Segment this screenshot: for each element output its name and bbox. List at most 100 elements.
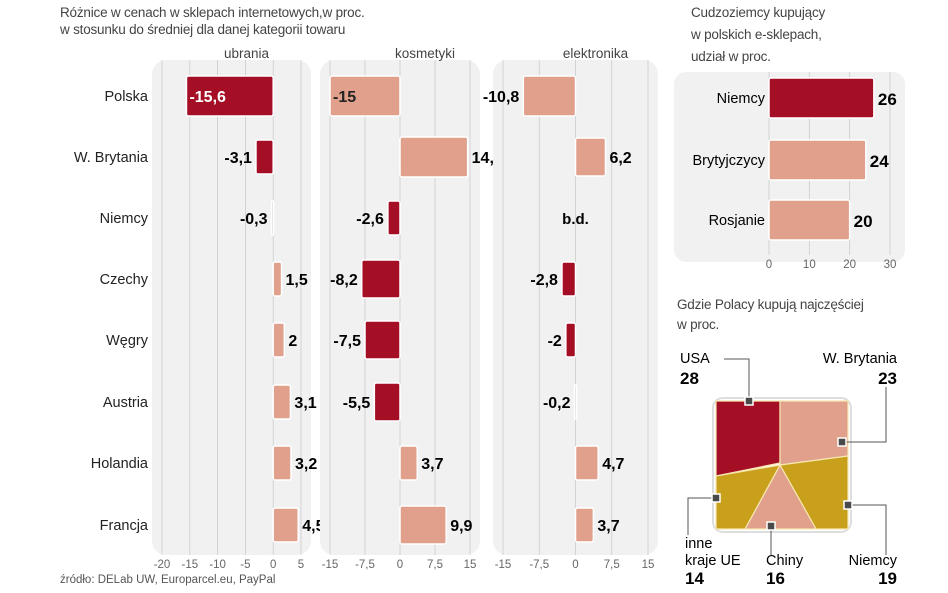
slice-label: Chiny — [766, 553, 804, 569]
slice-value: 19 — [878, 569, 897, 588]
slice-label-line: inne — [685, 536, 712, 552]
tick-label: 7,5 — [604, 559, 620, 571]
bar-elektronika-0 — [522, 75, 577, 117]
leader-marker — [843, 500, 853, 510]
slice-value: 16 — [766, 569, 785, 588]
tick-label: -15 — [495, 559, 512, 571]
foreigners-title-2: w polskich e-sklepach, — [691, 27, 822, 42]
value-label: 3,7 — [597, 518, 619, 535]
leader-line — [842, 387, 887, 443]
bar-elektronika-6 — [574, 445, 599, 481]
category-label: Rosjanie — [709, 213, 765, 229]
bar-elektronika-7 — [574, 507, 595, 543]
value-label: 20 — [854, 212, 873, 231]
tick-label: -5 — [240, 559, 250, 571]
value-label: -0,2 — [543, 395, 571, 412]
tick-label: 15 — [642, 559, 655, 571]
leader-marker — [744, 396, 754, 406]
bar-elektronika-3 — [561, 261, 577, 297]
tick-label: 0 — [270, 559, 276, 571]
tick-label: 0 — [572, 559, 578, 571]
value-label: -3,1 — [224, 150, 252, 167]
value-label: 3,1 — [294, 395, 316, 412]
panel-title-elektronika: elektronika — [563, 46, 629, 61]
leader-line — [687, 497, 716, 535]
value-label: 26 — [878, 90, 897, 109]
pie-slice-inne-kraje-ue — [715, 464, 782, 530]
tick-label: -10 — [209, 559, 226, 571]
value-label: 3,2 — [295, 456, 317, 473]
bar-ubrania-6 — [272, 445, 292, 481]
tick-label: 0 — [397, 559, 403, 571]
bar-kosmetyki-4 — [364, 320, 401, 360]
slice-value: 23 — [878, 369, 897, 388]
bar-foreigners-2 — [768, 199, 851, 241]
slice-label-line: kraje UE — [685, 553, 741, 569]
row-label-2: Niemcy — [100, 211, 149, 227]
chart-title-line-1: Różnice w cenach w sklepach internetowyc… — [60, 5, 365, 20]
row-label-4: Węgry — [106, 333, 149, 349]
value-label: 3,7 — [421, 456, 443, 473]
bar-foreigners-1 — [768, 139, 867, 181]
panel-bg-ubrania — [152, 60, 311, 555]
value-label: -15 — [333, 89, 356, 106]
bar-ubrania-1 — [255, 139, 274, 175]
value-label: -5,5 — [343, 395, 371, 412]
category-label: Niemcy — [717, 91, 766, 107]
bar-ubrania-7 — [272, 507, 299, 543]
bar-kosmetyki-7 — [399, 505, 447, 545]
value-label: -8,2 — [330, 272, 358, 289]
chart-title-line-2: w stosunku do średniej dla danej kategor… — [60, 22, 346, 37]
leader-marker — [837, 437, 847, 447]
bar-kosmetyki-0 — [329, 75, 401, 117]
row-label-6: Holandia — [91, 456, 149, 472]
row-label-0: Polska — [104, 89, 148, 105]
value-label: 9,9 — [450, 518, 472, 535]
slice-label: W. Brytania — [823, 351, 898, 367]
bar-elektronika-4 — [565, 322, 577, 358]
value-label: 6,2 — [609, 150, 631, 167]
slice-label: inne kraje UE — [685, 536, 741, 569]
panel-title-ubrania: ubrania — [224, 46, 270, 61]
slice-label: Niemcy — [849, 553, 898, 569]
value-label: -2,8 — [530, 272, 558, 289]
bar-kosmetyki-6 — [399, 445, 419, 481]
bar-kosmetyki-3 — [360, 259, 401, 299]
row-label-5: Austria — [103, 395, 149, 411]
pie-slice-w-brytania — [779, 400, 849, 466]
pie-title-2: w proc. — [677, 317, 720, 332]
value-label: 4,5 — [302, 518, 324, 535]
tick-label: -15 — [322, 559, 339, 571]
bar-ubrania-2 — [270, 200, 275, 236]
panel-title-kosmetyki: kosmetyki — [395, 46, 455, 61]
pie-slice-usa — [715, 400, 781, 477]
value-label: 24 — [870, 152, 889, 171]
bar-ubrania-5 — [272, 384, 292, 420]
foreigners-title-3: udział w proc. — [691, 49, 771, 64]
value-label: -0,3 — [240, 211, 268, 228]
value-label: -2 — [548, 333, 562, 350]
tick-label: 5 — [298, 559, 304, 571]
source-note: źródło: DELab UW, Europarcel.eu, PayPal — [60, 574, 276, 586]
value-label: b.d. — [562, 211, 589, 228]
tick-label: 0 — [766, 259, 772, 271]
leader-line — [848, 504, 887, 555]
value-label: -15,6 — [189, 89, 226, 106]
bar-elektronika-1 — [574, 137, 607, 177]
bar-foreigners-0 — [768, 77, 875, 119]
tick-label: 15 — [464, 559, 477, 571]
leader-line — [724, 358, 750, 401]
value-label: 1,5 — [286, 272, 308, 289]
bar-ubrania-4 — [272, 322, 286, 358]
tick-label: 30 — [884, 259, 897, 271]
bar-ubrania-3 — [272, 261, 283, 297]
tick-label: 7,5 — [427, 559, 443, 571]
slice-label: USA — [680, 351, 710, 367]
value-label: -2,6 — [356, 211, 384, 228]
foreigners-title-1: Cudzoziemcy kupujący — [691, 5, 826, 20]
tick-label: 20 — [843, 259, 856, 271]
row-label-7: Francja — [100, 518, 149, 534]
leader-marker — [711, 493, 721, 503]
tick-label: -15 — [181, 559, 198, 571]
